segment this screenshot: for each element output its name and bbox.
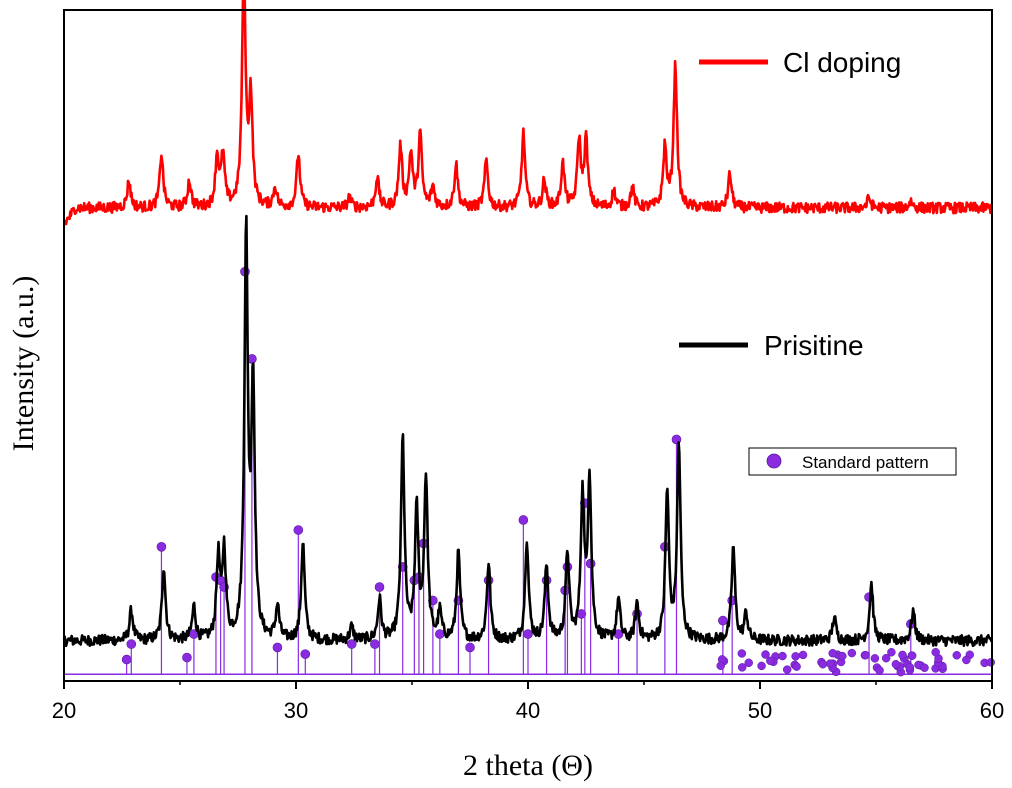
standard-marker-25 — [519, 515, 528, 524]
standard-minor-marker-53 — [838, 652, 846, 660]
standard-minor-marker-19 — [921, 664, 929, 672]
standard-minor-marker-36 — [882, 654, 890, 662]
standard-minor-marker-44 — [892, 660, 900, 668]
standard-marker-12 — [301, 650, 310, 659]
x-tick-label-50: 50 — [748, 698, 772, 723]
standard-minor-marker-32 — [793, 663, 801, 671]
standard-marker-3 — [182, 653, 191, 662]
standard-minor-marker-47 — [987, 658, 995, 666]
standard-minor-marker-55 — [778, 652, 786, 660]
standard-minor-marker-9 — [953, 651, 961, 659]
standard-minor-marker-50 — [871, 654, 879, 662]
standard-minor-marker-30 — [783, 666, 791, 674]
y-axis-title: Intensity (a.u.) — [7, 276, 40, 452]
standard-minor-marker-54 — [799, 651, 807, 659]
series-line-cl-doping — [64, 0, 992, 224]
standard-marker-21 — [435, 630, 444, 639]
legend-standard-pattern: Standard pattern — [749, 448, 956, 475]
legend-cl-doping: Cl doping — [699, 47, 901, 78]
standard-minor-marker-27 — [819, 660, 827, 668]
x-axis: 20 30 40 50 60 — [52, 681, 1004, 723]
standard-minor-marker-16 — [758, 662, 766, 670]
legend-pristine-label: Prisitine — [764, 330, 864, 361]
legend-pristine: Prisitine — [679, 330, 864, 361]
standard-minor-marker-57 — [717, 662, 725, 670]
standard-minor-marker-49 — [898, 651, 906, 659]
standard-minor-marker-59 — [932, 648, 940, 656]
standard-minor-marker-42 — [962, 656, 970, 664]
standard-minor-marker-58 — [908, 652, 916, 660]
standard-marker-13 — [347, 640, 356, 649]
x-tick-label-20: 20 — [52, 698, 76, 723]
standard-minor-marker-40 — [848, 649, 856, 657]
standard-marker-2 — [157, 542, 166, 551]
standard-minor-marker-52 — [738, 663, 746, 671]
standard-minor-marker-26 — [906, 663, 914, 671]
x-axis-title: 2 theta (Θ) — [463, 749, 593, 782]
legend-standard-marker-icon — [767, 454, 781, 468]
standard-marker-10 — [273, 643, 282, 652]
standard-marker-26 — [524, 630, 533, 639]
standard-minor-marker-48 — [766, 657, 774, 665]
standard-marker-0 — [122, 655, 131, 664]
standard-marker-37 — [718, 616, 727, 625]
standard-marker-1 — [127, 640, 136, 649]
standard-minor-marker-56 — [826, 660, 834, 668]
legend-standard-label: Standard pattern — [802, 453, 929, 472]
legend-cl-doping-label: Cl doping — [783, 47, 901, 78]
standard-minor-marker-28 — [829, 649, 837, 657]
x-tick-label-60: 60 — [980, 698, 1004, 723]
standard-minor-marker-46 — [792, 652, 800, 660]
standard-minor-marker-35 — [862, 651, 870, 659]
standard-marker-11 — [294, 526, 303, 535]
standard-marker-15 — [375, 583, 384, 592]
standard-marker-23 — [466, 643, 475, 652]
standard-minor-marker-51 — [738, 649, 746, 657]
x-tick-label-40: 40 — [516, 698, 540, 723]
series-line-pristine — [64, 216, 992, 646]
standard-minor-marker-24 — [876, 666, 884, 674]
x-tick-label-30: 30 — [284, 698, 308, 723]
standard-marker-14 — [370, 640, 379, 649]
